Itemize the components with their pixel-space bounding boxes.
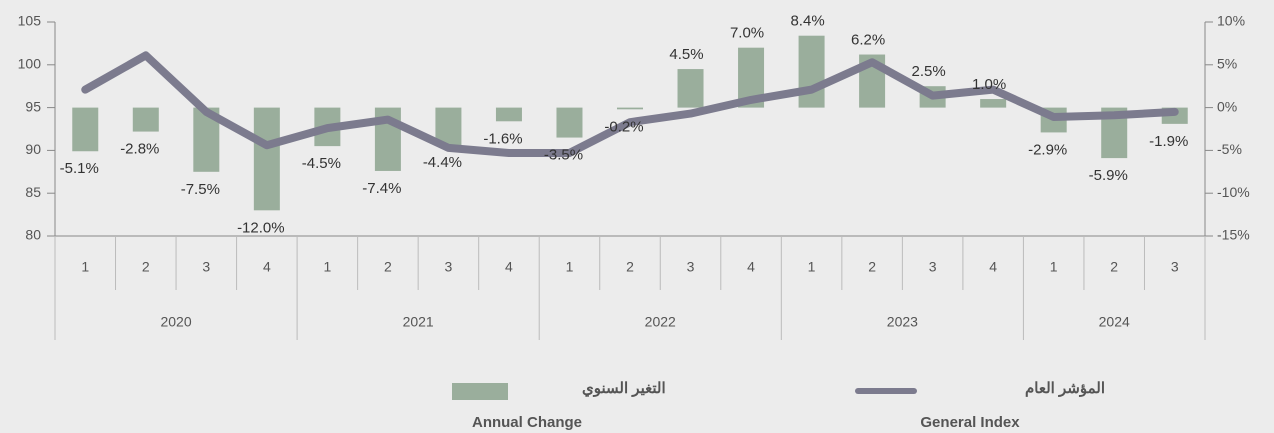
y2-tick-label: -5% xyxy=(1217,141,1242,157)
legend-swatch xyxy=(452,383,508,400)
data-label: -12.0% xyxy=(237,219,285,236)
legend-label-en: Annual Change xyxy=(472,414,582,431)
bar xyxy=(798,35,825,108)
x-tick-label: 1 xyxy=(566,259,574,275)
y-tick-label: 100 xyxy=(18,56,42,72)
bar xyxy=(617,107,643,110)
group-label: 2022 xyxy=(645,314,676,330)
x-tick-label: 4 xyxy=(747,259,755,275)
data-label: -1.9% xyxy=(1149,133,1188,150)
data-label: 1.0% xyxy=(972,76,1006,93)
x-tick-label: 3 xyxy=(1171,259,1179,275)
data-label: -0.2% xyxy=(604,118,643,135)
group-label: 2020 xyxy=(160,314,191,330)
y-tick-label: 85 xyxy=(25,184,41,200)
x-tick-label: 2 xyxy=(384,259,392,275)
bar xyxy=(72,107,99,152)
y-tick-label: 95 xyxy=(25,98,41,114)
bar xyxy=(253,107,280,211)
x-tick-label: 4 xyxy=(989,259,997,275)
y-tick-label: 80 xyxy=(25,227,41,243)
line xyxy=(81,51,1179,157)
data-label: 7.0% xyxy=(730,25,764,42)
y-tick-label: 90 xyxy=(25,141,41,157)
x-tick-label: 1 xyxy=(81,259,89,275)
x-tick-label: 3 xyxy=(929,259,937,275)
group-label: 2023 xyxy=(887,314,918,330)
x-tick-label: 1 xyxy=(808,259,816,275)
data-label: -5.1% xyxy=(60,160,99,177)
y2-tick-label: 5% xyxy=(1217,56,1237,72)
data-label: -3.5% xyxy=(544,147,583,164)
x-tick-label: 3 xyxy=(687,259,695,275)
x-tick-label: 2 xyxy=(1110,259,1118,275)
data-label: 6.2% xyxy=(851,31,885,48)
y2-tick-label: -15% xyxy=(1217,227,1250,243)
bar xyxy=(556,107,583,138)
data-label: 8.4% xyxy=(790,13,824,30)
y2-tick-label: 10% xyxy=(1217,13,1245,29)
x-tick-label: 2 xyxy=(626,259,634,275)
data-label: -2.8% xyxy=(120,141,159,158)
x-tick-label: 2 xyxy=(868,259,876,275)
x-tick-label: 4 xyxy=(263,259,271,275)
x-tick-label: 1 xyxy=(323,259,331,275)
x-tick-label: 1 xyxy=(1050,259,1058,275)
data-label: -1.6% xyxy=(483,130,522,147)
y-tick-label: 105 xyxy=(18,13,42,29)
data-label: -7.4% xyxy=(362,180,401,197)
y2-tick-label: -10% xyxy=(1217,184,1250,200)
x-tick-label: 4 xyxy=(505,259,513,275)
x-tick-label: 3 xyxy=(445,259,453,275)
data-label: -4.4% xyxy=(423,154,462,171)
x-tick-label: 3 xyxy=(202,259,210,275)
data-label: 2.5% xyxy=(912,63,946,80)
data-label: -2.9% xyxy=(1028,141,1067,158)
group-label: 2024 xyxy=(1099,314,1130,330)
legend-label-en: General Index xyxy=(920,414,1020,431)
data-label: -5.9% xyxy=(1089,167,1128,184)
bar xyxy=(495,107,522,122)
legend-label: المؤشر العام xyxy=(1025,380,1105,397)
bar xyxy=(677,69,704,108)
bar xyxy=(980,99,1007,108)
data-label: 4.5% xyxy=(669,46,703,63)
x-tick-label: 2 xyxy=(142,259,150,275)
data-label: -7.5% xyxy=(181,181,220,198)
y2-tick-label: 0% xyxy=(1217,98,1237,114)
bar xyxy=(435,107,462,146)
legend-label: التغير السنوي xyxy=(582,380,666,398)
group-label: 2021 xyxy=(403,314,434,330)
bar xyxy=(132,107,159,132)
data-label: -4.5% xyxy=(302,155,341,172)
